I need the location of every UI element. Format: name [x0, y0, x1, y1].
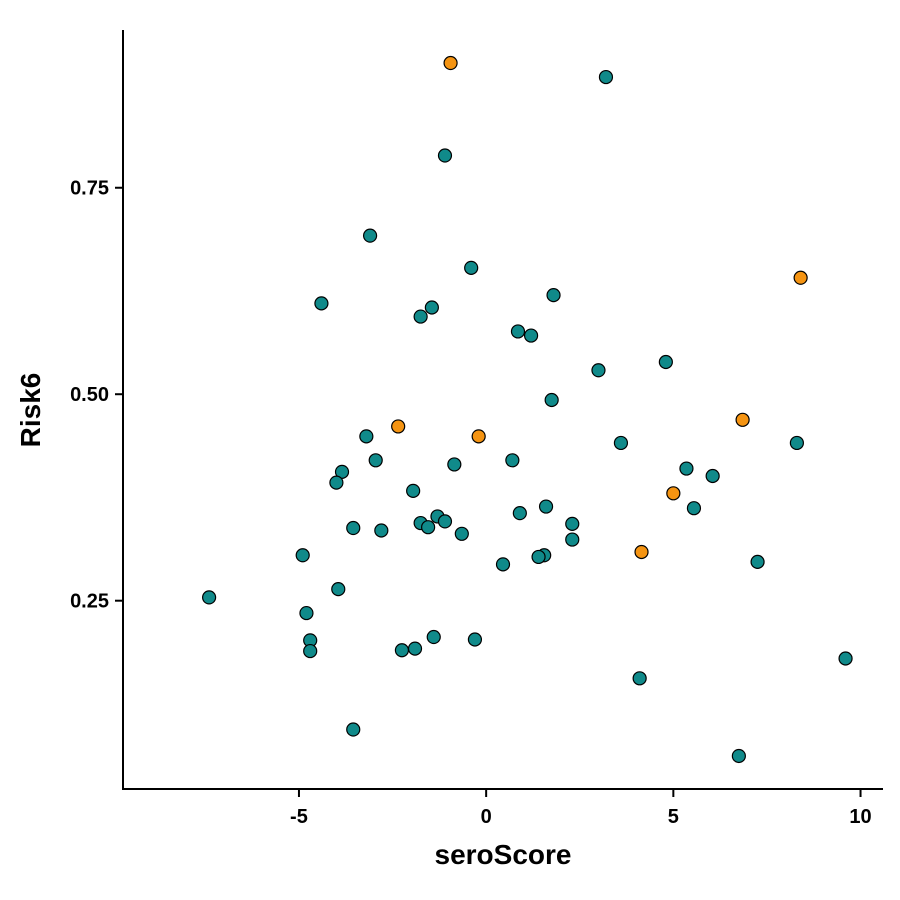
data-point-teal: [523, 328, 539, 343]
data-point-teal: [505, 453, 520, 468]
data-point-teal: [406, 483, 421, 498]
data-point-orange: [793, 270, 808, 285]
data-point-orange: [391, 419, 406, 434]
data-point-teal: [838, 651, 853, 666]
data-point-teal: [437, 514, 453, 529]
data-point-teal: [467, 632, 483, 647]
data-point-teal: [362, 228, 378, 243]
data-point-teal: [346, 722, 361, 737]
data-point-teal: [424, 300, 439, 315]
data-point-teal: [750, 554, 765, 569]
data-point-teal: [368, 453, 383, 468]
data-point-teal: [329, 475, 344, 490]
x-axis-title: seroScore: [435, 839, 572, 870]
data-point-orange: [735, 412, 750, 427]
data-point-teal: [303, 643, 318, 659]
data-point-orange: [443, 55, 458, 71]
y-tick-label: 0.75: [70, 178, 109, 200]
data-point-teal: [632, 671, 647, 686]
y-tick-label: 0.25: [70, 591, 109, 613]
y-tick-label: 0.50: [70, 384, 109, 406]
data-point-teal: [454, 526, 469, 541]
data-point-teal: [394, 643, 410, 658]
data-point-teal: [299, 605, 314, 621]
data-points: [202, 55, 853, 764]
data-point-teal: [789, 435, 804, 451]
data-point-teal: [407, 641, 423, 656]
data-point-teal: [731, 748, 746, 764]
data-point-orange: [471, 429, 486, 444]
data-point-teal: [565, 532, 580, 547]
data-point-teal: [510, 324, 526, 339]
data-point-teal: [679, 461, 694, 476]
data-point-teal: [598, 69, 614, 85]
data-point-teal: [464, 260, 479, 275]
y-axis-ticks: 0.25 0.50 0.75: [70, 178, 123, 613]
y-axis-title: Risk6: [15, 373, 46, 448]
data-point-teal: [591, 363, 606, 378]
x-axis-ticks: -5 0 5 10: [290, 789, 872, 828]
data-point-teal: [437, 148, 453, 163]
data-point-teal: [331, 582, 346, 597]
data-point-teal: [295, 548, 310, 563]
data-point-teal: [374, 523, 389, 538]
data-point-orange: [634, 544, 649, 560]
data-point-teal: [565, 516, 580, 531]
data-point-teal: [544, 392, 559, 408]
data-point-teal: [202, 590, 217, 605]
data-point-orange: [666, 486, 681, 501]
data-point-teal: [658, 354, 673, 370]
x-tick-label: 10: [849, 806, 871, 828]
data-point-teal: [538, 499, 554, 514]
x-tick-label: -5: [290, 806, 308, 828]
data-point-teal: [447, 457, 462, 472]
data-point-teal: [359, 429, 374, 444]
data-point-teal: [546, 288, 561, 303]
data-point-teal: [421, 520, 436, 535]
data-point-teal: [426, 629, 441, 645]
data-point-teal: [512, 506, 527, 521]
data-point-teal: [686, 501, 702, 516]
x-tick-label: 5: [668, 806, 679, 828]
x-tick-label: 0: [481, 806, 492, 828]
data-point-teal: [705, 468, 720, 484]
data-point-teal: [413, 309, 428, 324]
data-point-teal: [613, 435, 629, 451]
data-point-teal: [314, 296, 329, 311]
data-point-teal: [531, 549, 546, 565]
data-point-teal: [495, 557, 511, 572]
data-point-teal: [346, 520, 361, 536]
